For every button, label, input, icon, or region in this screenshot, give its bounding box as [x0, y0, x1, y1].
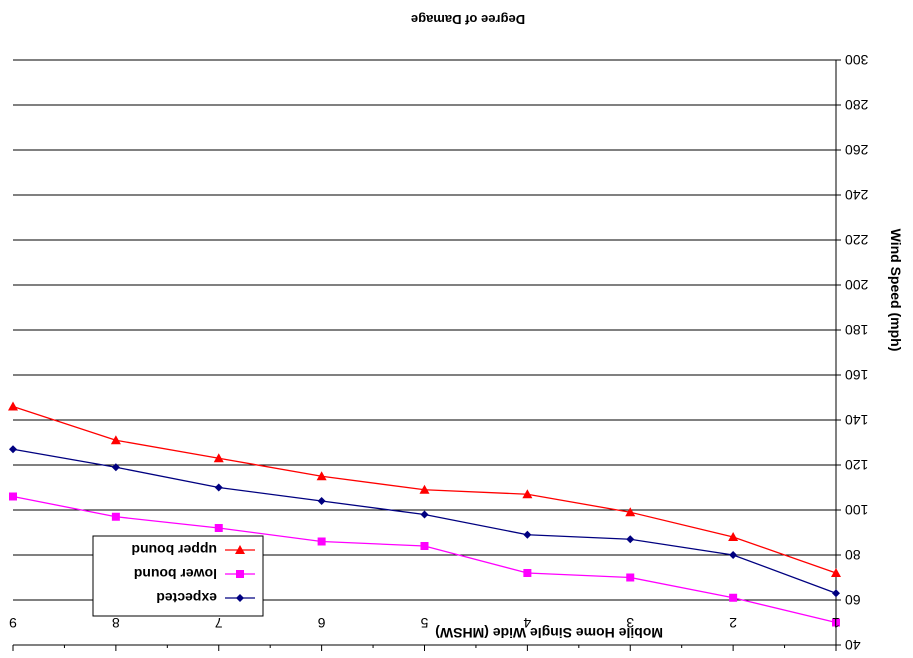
y-tick-label: 60 — [845, 592, 861, 608]
y-tick-label: 240 — [845, 187, 869, 203]
upper-bound-point — [8, 401, 18, 411]
lower-bound-point — [317, 537, 326, 546]
expected-point — [111, 463, 120, 472]
lower-bound-point — [420, 542, 429, 550]
y-tick-label: 140 — [845, 412, 869, 428]
lower-bound-point — [9, 492, 17, 501]
y-tick-label: 40 — [845, 637, 861, 653]
legend-lower-bound-marker — [236, 570, 244, 578]
series-group — [8, 401, 841, 627]
legend-upper-bound-label: upper bound — [131, 542, 217, 558]
y-tick-label: 300 — [845, 52, 869, 68]
x-tick-label: 7 — [215, 615, 223, 631]
expected-point — [214, 483, 223, 492]
x-tick-label: 8 — [112, 615, 120, 631]
y-tick-label: 120 — [845, 457, 869, 473]
lower-bound-point — [214, 524, 223, 532]
x-tick-label: 2 — [729, 615, 737, 631]
x-axis-label: Degree of Damage — [411, 12, 525, 27]
x-tick-label: 6 — [318, 615, 326, 631]
expected-point — [832, 589, 840, 598]
legend-upper-bound-marker — [235, 545, 245, 554]
upper-bound-point — [728, 532, 739, 541]
lower-bound-point — [111, 512, 120, 521]
lower-bound-point — [729, 593, 738, 602]
legend-expected-label: expected — [156, 590, 217, 606]
x-tick-label: 3 — [626, 615, 634, 631]
y-tick-label: 200 — [845, 277, 869, 293]
y-tick-label: 160 — [845, 367, 869, 383]
expected-point — [729, 551, 738, 559]
upper-bound-point — [316, 471, 327, 481]
gridlines — [13, 59, 836, 601]
expected-point — [626, 535, 635, 544]
x-tick-label: 4 — [523, 615, 531, 631]
lower-bound-point — [523, 569, 532, 577]
x-tick-label: 1 — [832, 615, 840, 631]
upper-bound-point — [419, 484, 430, 494]
y-tick-label: 260 — [845, 142, 869, 158]
tick-labels: 40 60 80 100 120 140 160 180 200 220 240 260 280 300 1… — [9, 52, 868, 653]
y-tick-label: 100 — [845, 502, 869, 518]
expected-point — [317, 497, 326, 505]
expected-point — [420, 510, 429, 519]
upper-bound-point — [831, 568, 841, 577]
expected-point — [523, 530, 532, 539]
upper-bound-point — [522, 489, 533, 499]
y-tick-label: 80 — [845, 547, 861, 563]
upper-bound-point — [625, 507, 636, 517]
y-tick-label: 180 — [845, 322, 869, 338]
chart-title: Mobile Home Single Wide (MHSW) — [435, 625, 663, 641]
legend: expected lower bound upper bound — [92, 535, 264, 617]
y-axis-label: Wind Speed (mph) — [888, 229, 904, 352]
y-tick-label: 280 — [845, 97, 869, 113]
x-tick-label: 9 — [9, 615, 17, 631]
legend-lower-bound-label: lower bound — [134, 566, 217, 582]
lower-bound-point — [626, 573, 635, 582]
lower-bound-point — [832, 618, 840, 627]
legend-box — [92, 535, 264, 617]
legend-expected-marker — [236, 594, 244, 602]
y-tick-label: 220 — [845, 232, 869, 248]
upper-bound-point — [110, 435, 121, 445]
expected-point — [9, 445, 17, 454]
axes — [12, 59, 841, 651]
upper-bound-point — [213, 453, 224, 463]
x-tick-label: 5 — [420, 615, 428, 631]
